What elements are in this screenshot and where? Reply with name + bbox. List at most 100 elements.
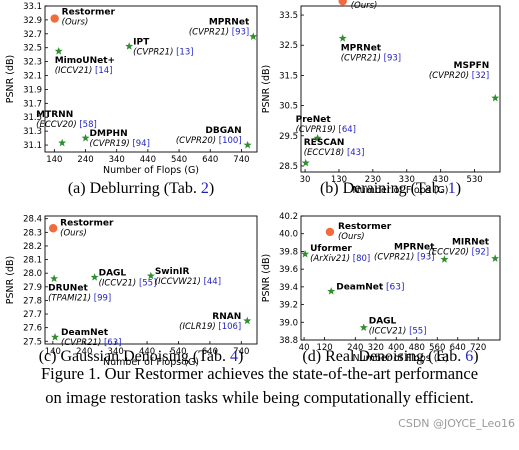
- point-venue-restormer: (Ours): [60, 228, 87, 238]
- x-tick-label: 240: [76, 347, 92, 357]
- panel-caption-3: (c) Gaussian Denoising (Tab. 4): [39, 348, 244, 365]
- data-point-ipt: [125, 42, 134, 50]
- point-label-drunet: DRUNet: [48, 284, 88, 294]
- y-tick-label: 28.4: [23, 215, 42, 225]
- y-tick-label: 28.0: [23, 269, 42, 279]
- y-tick-label: 39.2: [279, 301, 298, 311]
- point-label-dbgan: DBGAN: [205, 126, 241, 136]
- y-tick-label: 33.5: [279, 11, 298, 21]
- data-point-dagl: [359, 323, 368, 331]
- y-tick-label: 32.7: [23, 30, 42, 40]
- data-point-mprnet: [338, 34, 347, 42]
- y-tick-label: 27.5: [23, 337, 42, 347]
- x-tick-label: 640: [202, 155, 218, 165]
- y-tick-label: 38.8: [279, 336, 298, 346]
- data-point-dbgan: [243, 140, 252, 149]
- data-point-rescan: [301, 158, 310, 167]
- x-tick-label: 530: [466, 175, 482, 185]
- y-tick-label: 32.9: [23, 16, 42, 26]
- x-axis-label: Number of Flops (G): [352, 185, 448, 196]
- y-tick-label: 33.1: [23, 2, 42, 12]
- point-venue-restormer: (Ours): [62, 18, 89, 28]
- point-label-mtrnn: MTRNN: [36, 110, 73, 120]
- point-venue-rnan: (ICLR19) [106]: [179, 322, 241, 332]
- data-point-uformer: [301, 249, 310, 258]
- y-tick-label: 28.1: [23, 256, 42, 266]
- x-tick-label: 330: [399, 175, 415, 185]
- y-tick-label: 28.3: [23, 228, 42, 238]
- x-tick-label: 400: [388, 343, 404, 353]
- y-tick-label: 31.9: [23, 85, 42, 95]
- point-venue-rescan: (ECCV18) [43]: [304, 148, 365, 158]
- point-venue-dagl: (ICCV21) [55]: [99, 278, 157, 288]
- panel-caption-4: (d) Real Denoising (Tab. 6): [302, 348, 478, 365]
- watermark: CSDN @JOYCE_Leo16: [398, 417, 515, 430]
- x-tick-label: 440: [140, 155, 156, 165]
- y-tick-label: 29.5: [279, 132, 298, 142]
- x-tick-label: 740: [233, 155, 249, 165]
- point-venue-mprnet: (CVPR21) [93]: [374, 252, 434, 262]
- plot-frame: [44, 215, 258, 345]
- point-label-deamnet: DeamNet: [61, 328, 109, 338]
- y-axis-label: PSNR (dB): [261, 65, 272, 113]
- y-tick-label: 39.0: [279, 318, 298, 328]
- panel-caption-2: (b) Deraining (Tab. 1): [320, 180, 461, 197]
- x-tick-label: 560: [429, 343, 445, 353]
- point-venue-mirnet: (ECCV20) [92]: [428, 248, 489, 258]
- data-point-mprnet: [249, 32, 258, 40]
- point-label-mprnet: MPRNet: [341, 43, 382, 53]
- y-tick-label: 31.1: [23, 141, 42, 151]
- point-venue-mprnet: (CVPR21) [93]: [189, 28, 249, 38]
- y-tick-label: 31.5: [279, 71, 298, 81]
- data-point-restormer: [338, 0, 347, 6]
- data-point-mimounet-: [54, 46, 63, 55]
- data-point-mirnet: [491, 254, 500, 262]
- y-tick-label: 39.6: [279, 265, 298, 275]
- point-label-restormer: Restormer: [338, 222, 392, 232]
- point-label-dagl: DAGL: [369, 317, 397, 327]
- data-point-dmphn: [81, 133, 90, 142]
- point-venue-deamnet: (CVPR21) [63]: [61, 338, 121, 348]
- x-tick-label: 440: [139, 347, 155, 357]
- point-label-ipt: IPT: [133, 37, 150, 47]
- x-tick-label: 120: [316, 343, 332, 353]
- x-tick-label: 720: [470, 343, 486, 353]
- point-venue-mspfn: (CVPR20) [32]: [429, 71, 489, 81]
- y-tick-label: 27.9: [23, 283, 42, 293]
- y-axis-label: PSNR (dB): [5, 256, 16, 304]
- x-tick-label: 40: [299, 343, 310, 353]
- x-tick-label: 540: [170, 347, 186, 357]
- point-venue-ipt: (CVPR21) [13]: [133, 47, 193, 57]
- y-tick-label: 31.5: [23, 113, 42, 123]
- figure-caption-line-1: Figure 1. Our Restormer achieves the sta…: [40, 364, 479, 383]
- y-tick-label: 32.3: [23, 58, 42, 68]
- point-label-mprnet: MPRNet: [209, 18, 250, 28]
- x-axis-label: Number of Flops (G): [352, 353, 448, 364]
- point-label-mprnet: MPRNet: [394, 242, 435, 252]
- x-axis-label: Number of Flops (G): [103, 165, 199, 176]
- point-label-mimounet-: MimoUNet+: [55, 56, 115, 66]
- x-tick-label: 240: [347, 343, 363, 353]
- x-tick-label: 230: [365, 175, 381, 185]
- x-axis-label: Number of Flops (G): [103, 357, 199, 368]
- data-point-deamnet: [327, 287, 336, 295]
- x-tick-label: 740: [233, 347, 249, 357]
- point-venue-dmphn: (CVPR19) [94]: [90, 139, 150, 149]
- point-venue-restormer: (Ours): [338, 232, 365, 242]
- y-tick-label: 28.5: [279, 162, 298, 172]
- point-label-mirnet: MIRNet: [452, 238, 490, 248]
- x-tick-label: 130: [331, 175, 347, 185]
- x-tick-label: 540: [171, 155, 187, 165]
- data-point-mprnet: [440, 255, 449, 263]
- data-point-restormer: [50, 14, 59, 23]
- panel-caption-1: (a) Deblurring (Tab. 2): [68, 180, 214, 197]
- y-tick-label: 31.3: [23, 127, 42, 137]
- point-label-mspfn: MSPFN: [454, 61, 490, 71]
- y-tick-label: 40.0: [279, 230, 298, 240]
- point-venue-mprnet: (CVPR21) [93]: [341, 53, 401, 63]
- point-venue-drunet: (TPAMI21) [99]: [48, 294, 111, 304]
- point-label-rescan: RESCAN: [304, 138, 345, 148]
- point-venue-mtrnn: (ECCV20) [58]: [36, 120, 97, 130]
- y-tick-label: 32.5: [279, 41, 298, 51]
